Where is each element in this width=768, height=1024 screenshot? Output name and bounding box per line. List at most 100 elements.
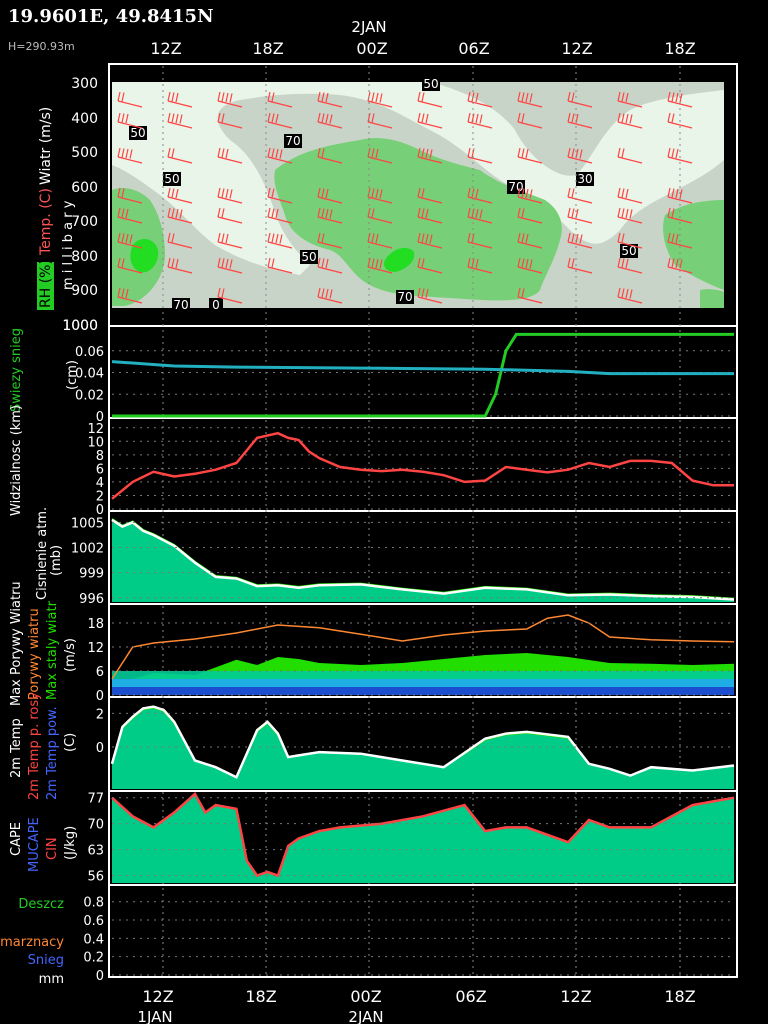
contour-label: 50 — [423, 77, 438, 91]
cape-y-tick: 70 — [87, 818, 104, 833]
snow-y-tick: 0.06 — [75, 345, 104, 360]
pressure-line — [111, 518, 735, 601]
precip-freezing-label: marznacy — [0, 935, 64, 950]
wind-barb — [467, 207, 493, 224]
pressure-area — [112, 519, 734, 602]
cape-y-ticks: 56 63 70 77 — [87, 792, 734, 885]
rh-y-tick: 400 — [71, 111, 98, 127]
wind-barb — [617, 257, 643, 274]
precip-unit-label: mm — [39, 972, 64, 987]
top-tick-label: 18Z — [252, 39, 283, 58]
wind-barb — [167, 232, 193, 249]
wind-barb — [217, 207, 243, 224]
visibility-y-tick: 4 — [96, 476, 104, 491]
location-coords: 19.9601E, 49.8415N — [8, 6, 214, 27]
rh-saturated-patch-2 — [384, 247, 415, 272]
rh-dry-region-top — [112, 82, 724, 275]
wind-barb — [317, 232, 343, 249]
visibility-y-tick: 10 — [87, 435, 104, 450]
temp-area — [112, 706, 734, 789]
wind-barb — [217, 187, 243, 204]
wind-barb — [267, 232, 293, 249]
wind-barb — [217, 257, 243, 274]
side-labels: Swiezy snieg (cm) Widzialnosc (km) Cisni… — [0, 328, 80, 987]
wind-barb — [467, 232, 493, 249]
wind-barb — [167, 257, 193, 274]
wind-barb — [267, 91, 293, 108]
top-tick-label: 12Z — [150, 39, 181, 58]
wind-barb — [367, 207, 393, 224]
visibility-line — [111, 431, 734, 500]
contour-label: 70 — [397, 290, 412, 304]
gust-line — [111, 614, 735, 680]
precip-y-tick: 0.8 — [83, 896, 104, 911]
wind-ylabel: (m/s) — [63, 638, 78, 672]
wind-max-gust-label: Max Porywy Wiatru — [9, 581, 24, 706]
precip-y-tick: 0 — [96, 969, 104, 984]
surface-temp-label: 2m Temp pow. — [45, 706, 60, 800]
wind-barb — [617, 112, 643, 129]
bottom-date-label-2: 2JAN — [348, 1008, 383, 1024]
contour-label: 50 — [301, 250, 316, 264]
wind-barb — [217, 91, 243, 108]
mucape-label: MUCAPE — [27, 817, 42, 872]
panels: 00.020.040.06024681012996999100210050612… — [71, 332, 735, 984]
top-tick-label: 18Z — [664, 39, 695, 58]
cape-y-tick: 56 — [87, 870, 104, 885]
temp-ylabel: (C) — [63, 733, 78, 752]
wind-barb — [517, 257, 543, 274]
top-tick-label: 06Z — [458, 39, 489, 58]
wind-barb — [467, 112, 493, 129]
pressure-ylabel: (mb) — [49, 545, 64, 576]
top-tick-label: 12Z — [561, 39, 592, 58]
wind-barb — [467, 257, 493, 274]
contour-label: 50 — [621, 244, 636, 258]
wind-barb — [117, 257, 143, 274]
wind-barb — [517, 147, 543, 164]
snow-ylabel: (cm) — [65, 360, 80, 390]
wind-barb — [167, 187, 193, 204]
wind-barb — [217, 147, 243, 164]
rh-ylabel-rh: RH (%) — [38, 259, 54, 308]
wind-barb — [167, 91, 193, 108]
wind-barb — [667, 112, 693, 129]
wind-barb — [267, 257, 293, 274]
wind-barb — [617, 232, 643, 249]
rh-ylabel-group: RH (%) Temp. (C) Wiatr (m/s) — [37, 107, 54, 310]
cin-label: CIN — [45, 837, 60, 860]
wind-barb — [517, 287, 543, 304]
wind-barb — [617, 287, 643, 304]
top-date-label: 2JAN — [351, 18, 386, 36]
contour-label: 70 — [173, 298, 188, 312]
wind-barb — [367, 232, 393, 249]
rh-y-tick-1000: 1000 — [62, 318, 98, 334]
cape-y-tick: 77 — [87, 792, 104, 807]
wind-barb — [417, 232, 443, 249]
cape-y-tick: 63 — [87, 844, 104, 859]
wind-barb — [317, 187, 343, 204]
visibility-ylabel: Widzialnosc (km) — [9, 405, 24, 516]
wind-barb — [167, 112, 193, 129]
rh-moist-region-right — [663, 200, 724, 290]
wind-barb — [517, 91, 543, 108]
top-time-ticks: 12Z 18Z 00Z 06Z 12Z 18Z — [150, 39, 695, 58]
wind-barb — [417, 187, 443, 204]
visibility-y-tick: 12 — [87, 422, 104, 437]
wind-barb — [467, 147, 493, 164]
rh-ylabel-wind: Wiatr (m/s) — [38, 107, 54, 185]
wind-barb — [567, 91, 593, 108]
contour-label: 30 — [577, 172, 592, 186]
temp-line — [110, 705, 735, 779]
wind-barb — [367, 257, 393, 274]
temp-label: 2m Temp — [9, 718, 24, 778]
rh-y-tick: 500 — [71, 145, 98, 161]
bottom-tick-label: 12Z — [560, 987, 591, 1006]
contour-label: 0 — [212, 298, 220, 312]
wind-barb — [667, 147, 693, 164]
wind-barb — [667, 207, 693, 224]
contour-label: 70 — [508, 180, 523, 194]
pressure-y-tick: 1005 — [71, 516, 104, 531]
snow-y-tick: 0.04 — [75, 367, 104, 382]
snow-series-label: Swiezy snieg — [9, 328, 24, 412]
